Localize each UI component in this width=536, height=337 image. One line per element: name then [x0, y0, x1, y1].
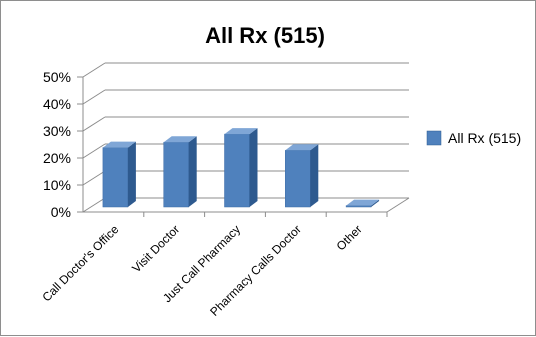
- bar-side: [188, 136, 197, 207]
- x-category-label: Visit Doctor: [129, 222, 182, 275]
- legend-label: All Rx (515): [448, 130, 521, 146]
- bar-top: [163, 136, 197, 143]
- chart-title: All Rx (515): [205, 23, 325, 48]
- gridline-depth: [82, 116, 106, 132]
- x-category-label: Call Doctor's Office: [39, 222, 121, 304]
- gridline-depth: [82, 143, 106, 159]
- y-tick-label: 10%: [43, 177, 71, 193]
- bar: [224, 128, 258, 208]
- y-tick-label: 50%: [43, 69, 71, 85]
- gridline-depth: [82, 89, 106, 105]
- gridline-depth: [82, 62, 106, 78]
- bar-side: [371, 199, 380, 207]
- y-tick-label: 20%: [43, 150, 71, 166]
- bar-side: [127, 141, 136, 207]
- y-tick-label: 40%: [43, 96, 71, 112]
- legend-swatch: [426, 130, 442, 146]
- bars: [102, 128, 380, 208]
- bar-front: [102, 147, 129, 208]
- bar: [163, 136, 197, 208]
- x-axis-depth: [386, 197, 410, 213]
- y-tick-label: 30%: [43, 123, 71, 139]
- bar: [285, 144, 319, 208]
- bar-side: [249, 128, 258, 207]
- legend: All Rx (515): [426, 130, 521, 146]
- bar-top: [285, 144, 319, 151]
- bar-front: [345, 205, 372, 208]
- axes: [82, 77, 410, 217]
- gridline-depth: [82, 170, 106, 186]
- bar-front: [163, 141, 189, 208]
- bar-top: [102, 141, 136, 148]
- x-category-label: Other: [334, 222, 365, 253]
- bar-top: [224, 128, 258, 135]
- bar-front: [224, 133, 250, 208]
- y-axis-ticks: 0% 10% 20% 30% 40% 50%: [43, 69, 83, 220]
- bar-front: [285, 150, 311, 208]
- gridline-depth: [82, 197, 106, 213]
- bar: [102, 141, 136, 208]
- bar-side: [310, 144, 319, 207]
- bar-top: [346, 199, 380, 206]
- y-tick-label: 0%: [51, 204, 71, 220]
- bar: [345, 199, 380, 208]
